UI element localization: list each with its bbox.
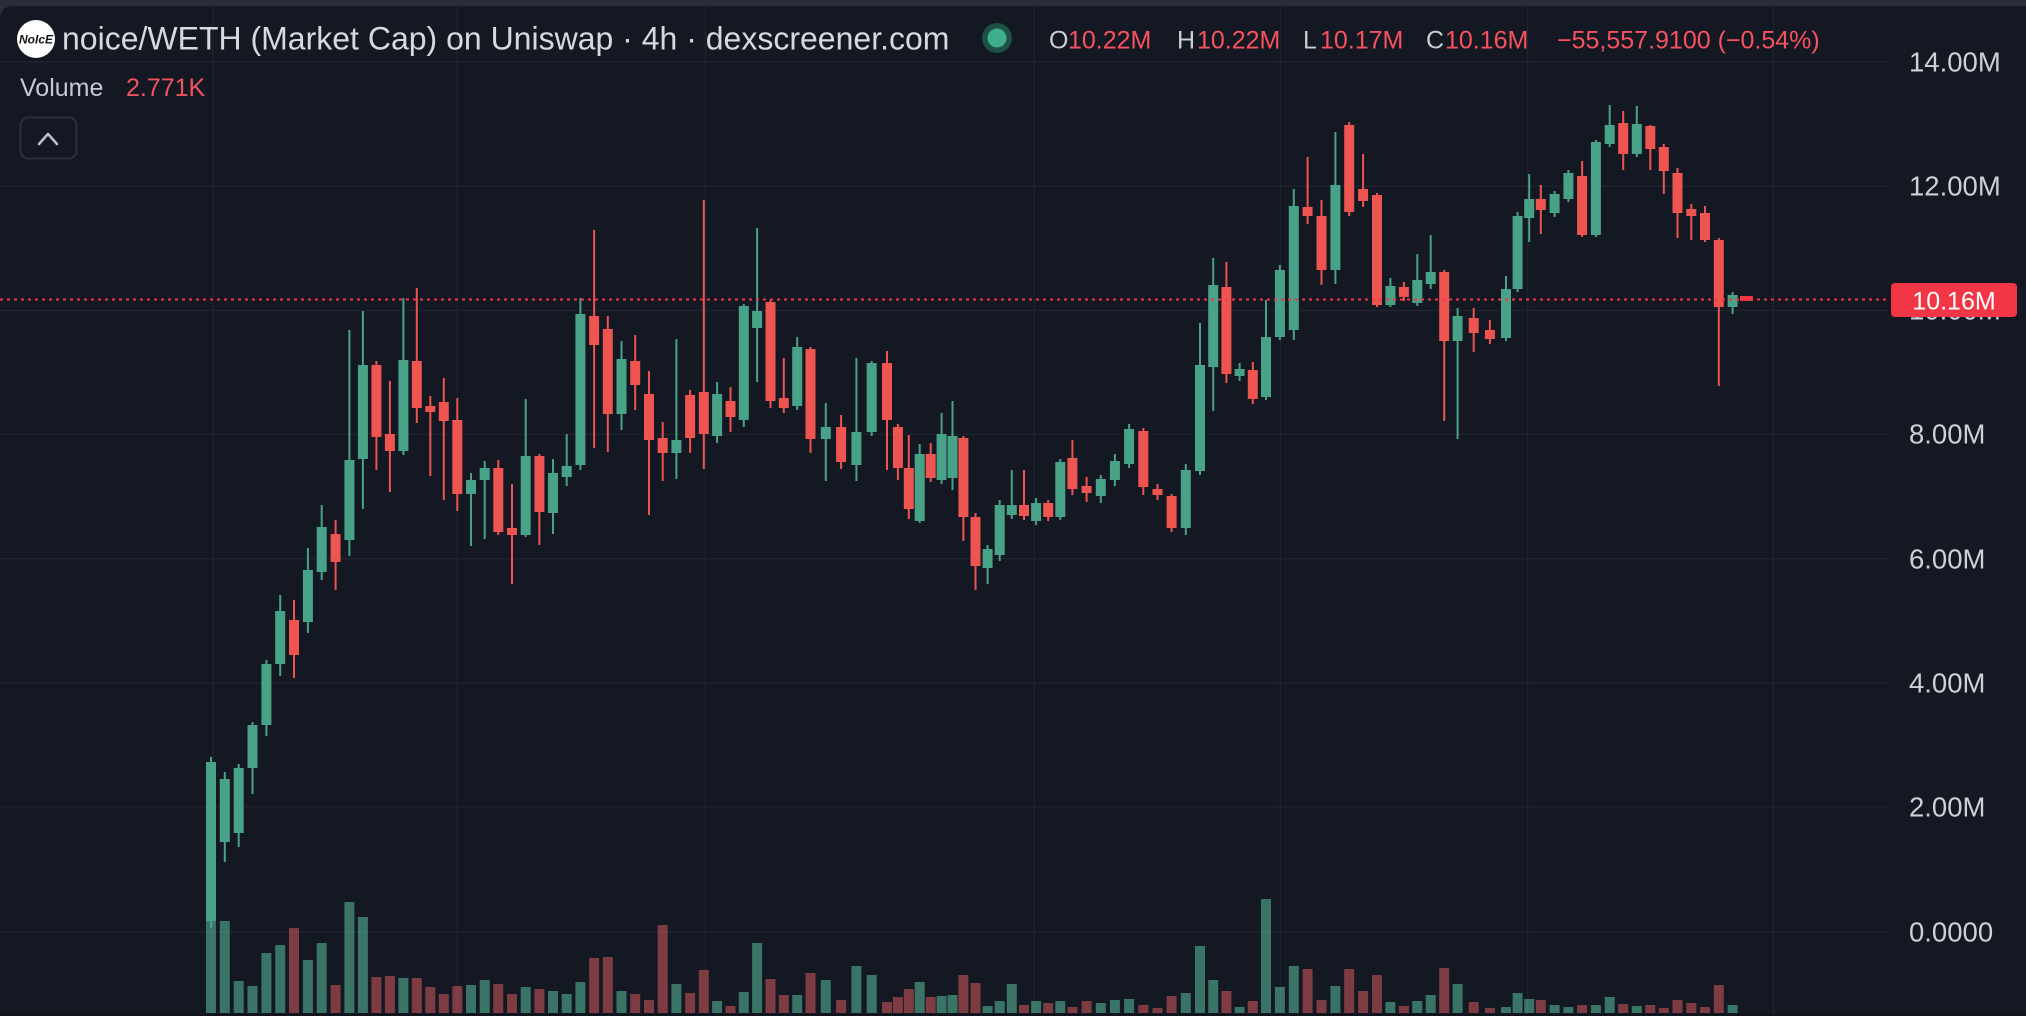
svg-text:−55,557.9100 (−0.54%): −55,557.9100 (−0.54%): [1557, 27, 1820, 55]
svg-text:10.16M: 10.16M: [1912, 288, 1995, 316]
svg-text:2.771K: 2.771K: [126, 74, 206, 102]
svg-text:Volume: Volume: [20, 74, 103, 102]
svg-text:10.17M: 10.17M: [1320, 27, 1403, 55]
svg-text:14.00M: 14.00M: [1909, 47, 2001, 78]
svg-text:10.22M: 10.22M: [1197, 27, 1280, 55]
svg-text:10.16M: 10.16M: [1445, 27, 1528, 55]
svg-text:C: C: [1426, 27, 1444, 55]
svg-text:noice/WETH (Market Cap) on Uni: noice/WETH (Market Cap) on Uniswap · 4h …: [62, 21, 949, 57]
svg-text:4.00M: 4.00M: [1909, 668, 1985, 699]
svg-text:NoIcE: NoIcE: [19, 33, 54, 47]
svg-text:H: H: [1177, 27, 1195, 55]
svg-text:O: O: [1049, 27, 1068, 55]
svg-text:2.00M: 2.00M: [1909, 792, 1985, 823]
svg-text:L: L: [1303, 27, 1317, 55]
svg-text:10.22M: 10.22M: [1068, 27, 1151, 55]
svg-text:8.00M: 8.00M: [1909, 419, 1985, 450]
svg-text:0.0000: 0.0000: [1909, 917, 1993, 948]
svg-text:12.00M: 12.00M: [1909, 171, 2001, 202]
svg-text:6.00M: 6.00M: [1909, 544, 1985, 575]
